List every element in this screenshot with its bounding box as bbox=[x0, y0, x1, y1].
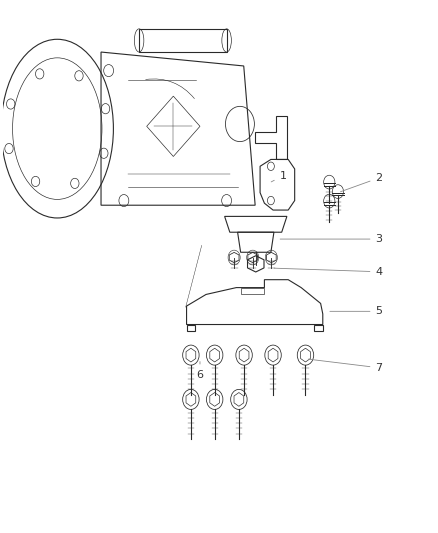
Text: 1: 1 bbox=[271, 171, 286, 182]
Text: 5: 5 bbox=[330, 306, 382, 316]
Text: 2: 2 bbox=[340, 173, 382, 192]
Text: 3: 3 bbox=[280, 234, 382, 244]
Text: 7: 7 bbox=[308, 359, 382, 373]
Text: 4: 4 bbox=[274, 267, 382, 277]
Text: 6: 6 bbox=[197, 361, 204, 379]
